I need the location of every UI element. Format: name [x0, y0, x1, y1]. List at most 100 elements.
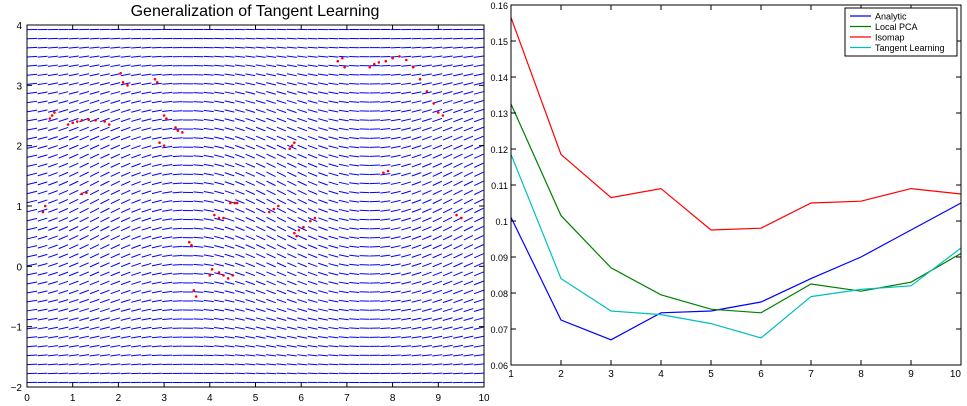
tangent-segment: [214, 119, 224, 121]
tangent-segment: [339, 119, 349, 121]
tangent-segment: [380, 138, 390, 139]
series-line-analytic: [511, 203, 961, 340]
tangent-segment: [111, 136, 120, 140]
tangent-segment: [339, 146, 349, 148]
tangent-segment: [277, 154, 286, 158]
tangent-segment: [90, 91, 100, 94]
tangent-segment: [308, 346, 318, 347]
tangent-segment: [474, 65, 484, 67]
tangent-segment: [474, 226, 483, 230]
tangent-segment: [391, 300, 401, 302]
tangent-segment: [152, 173, 162, 175]
tangent-segment: [69, 355, 79, 356]
training-point: [343, 66, 346, 69]
tangent-segment: [193, 201, 203, 202]
tangent-segment: [38, 74, 48, 75]
tangent-segment: [142, 318, 152, 320]
tangent-segment: [204, 128, 214, 129]
tangent-segment: [464, 145, 473, 149]
tangent-segment: [256, 309, 266, 312]
tangent-segment: [474, 56, 484, 57]
tangent-segment: [453, 118, 462, 122]
tangent-segment: [349, 129, 359, 130]
tangent-segment: [256, 254, 265, 258]
tangent-segment: [58, 327, 68, 329]
tangent-segment: [173, 255, 183, 256]
tangent-segment: [412, 218, 421, 221]
tangent-segment: [121, 236, 130, 240]
tangent-segment: [474, 109, 483, 112]
tangent-segment: [463, 345, 473, 347]
tangent-segment: [246, 281, 255, 284]
tangent-segment: [287, 309, 297, 312]
tangent-segment: [391, 246, 401, 248]
tangent-segment: [80, 163, 89, 167]
tangent-segment: [422, 254, 431, 258]
tangent-segment: [58, 318, 68, 320]
tangent-segment: [121, 281, 130, 284]
tangent-segment: [464, 109, 473, 112]
tangent-segment: [391, 337, 401, 338]
tangent-segment: [79, 38, 89, 39]
tangent-segment: [59, 145, 68, 149]
y-tick-label: −2: [11, 383, 23, 394]
tangent-segment: [121, 199, 130, 203]
training-point: [295, 235, 298, 238]
tangent-segment: [422, 145, 431, 149]
tangent-segment: [339, 92, 349, 93]
tangent-segment: [38, 47, 48, 48]
tangent-segment: [121, 110, 131, 113]
tangent-segment: [204, 83, 214, 84]
tangent-segment: [422, 245, 431, 249]
tangent-segment: [225, 182, 234, 185]
tangent-segment: [401, 364, 411, 365]
tangent-segment: [162, 65, 172, 66]
tangent-segment: [152, 155, 162, 157]
tangent-segment: [111, 217, 120, 221]
tangent-segment: [308, 181, 317, 185]
tangent-segment: [59, 245, 68, 249]
tangent-segment: [59, 227, 68, 231]
tangent-segment: [111, 245, 120, 249]
tangent-segment: [432, 74, 442, 76]
tangent-segment: [79, 83, 89, 85]
tangent-segment: [204, 137, 214, 139]
training-point: [442, 114, 445, 117]
training-point: [122, 81, 125, 84]
tangent-segment: [339, 173, 349, 175]
tangent-segment: [90, 345, 100, 347]
tangent-segment: [266, 345, 276, 347]
tangent-segment: [225, 218, 234, 221]
tangent-segment: [59, 209, 68, 213]
tangent-segment: [69, 92, 79, 95]
tangent-segment: [173, 274, 183, 275]
tangent-segment: [152, 119, 162, 121]
tangent-segment: [256, 172, 265, 176]
tangent-segment: [235, 300, 245, 303]
tangent-segment: [246, 181, 255, 185]
tangent-segment: [225, 128, 235, 131]
tangent-segment: [277, 136, 286, 140]
tangent-segment: [48, 200, 57, 204]
tangent-segment: [298, 281, 307, 284]
tangent-segment: [121, 190, 130, 194]
tangent-segment: [308, 245, 317, 249]
tangent-segment: [454, 199, 463, 204]
training-point: [218, 217, 221, 220]
tangent-segment: [69, 345, 79, 347]
tangent-segment: [432, 83, 442, 85]
tangent-segment: [391, 319, 401, 320]
tangent-segment: [100, 318, 110, 321]
tangent-segment: [339, 128, 349, 130]
tangent-segment: [142, 291, 152, 293]
tangent-segment: [59, 290, 69, 293]
tangent-segment: [235, 101, 245, 103]
tangent-segment: [391, 173, 401, 175]
x-tick-label: 5: [253, 393, 259, 404]
tangent-segment: [204, 346, 214, 347]
tangent-segment: [328, 309, 338, 311]
training-point: [382, 172, 385, 175]
tangent-segment: [453, 299, 462, 302]
tangent-segment: [162, 282, 172, 283]
tangent-segment: [245, 327, 255, 329]
